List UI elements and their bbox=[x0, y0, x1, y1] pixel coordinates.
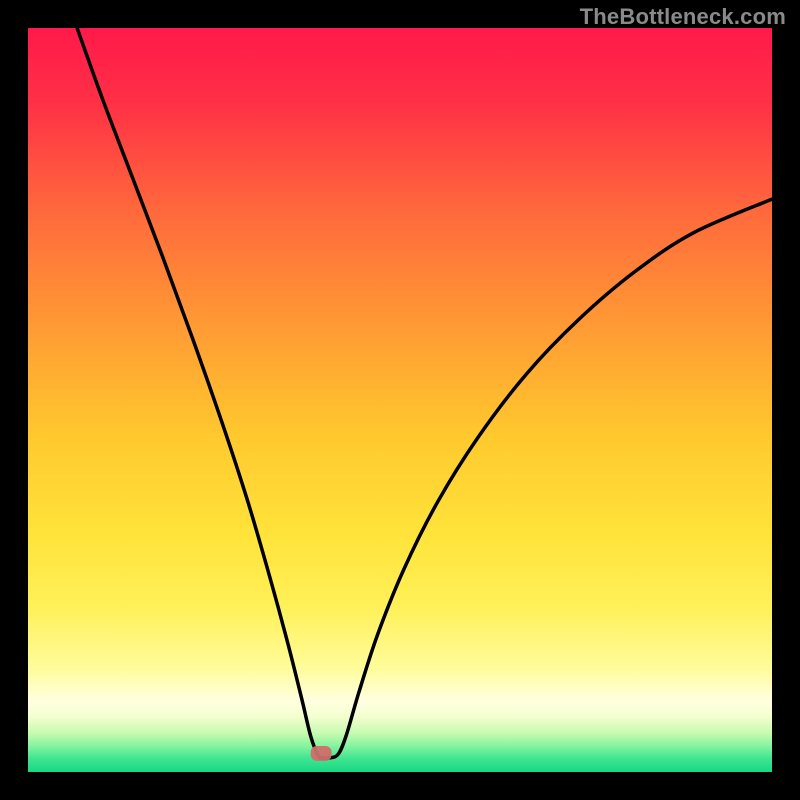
gradient-background bbox=[28, 28, 772, 772]
bottleneck-chart bbox=[0, 0, 800, 800]
watermark-text: TheBottleneck.com bbox=[580, 4, 786, 30]
valley-marker bbox=[311, 746, 332, 761]
